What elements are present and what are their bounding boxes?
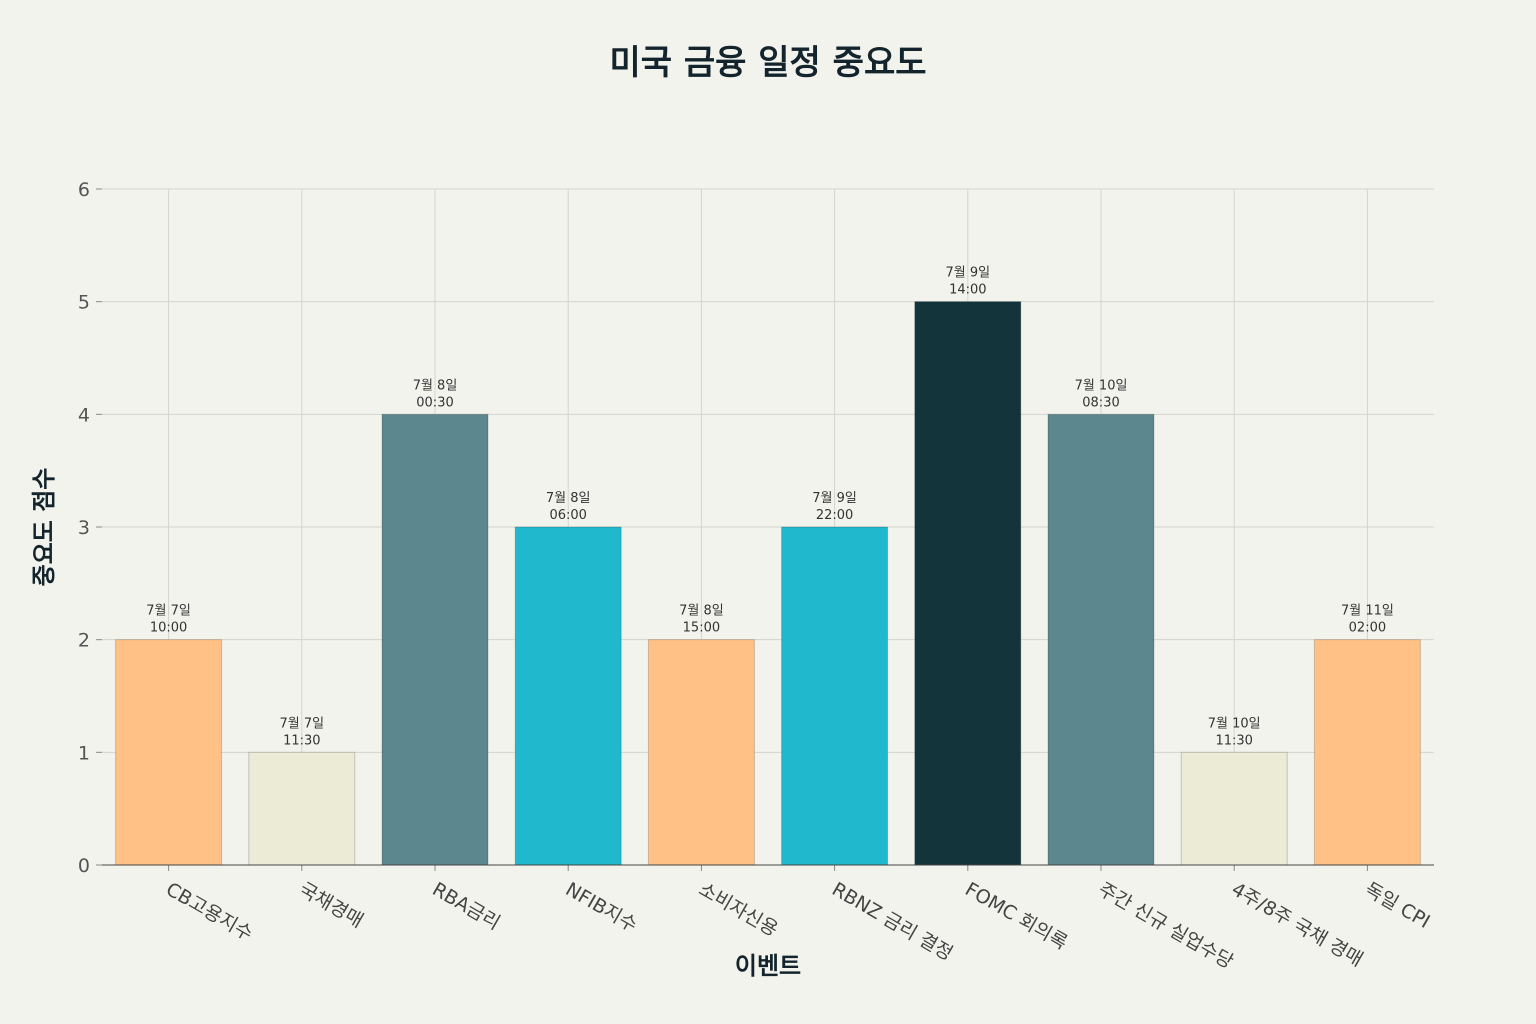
data-label-date: 7월 8일 bbox=[546, 491, 591, 506]
x-tick-label: 주간 신규 실업수당 bbox=[1095, 878, 1238, 973]
x-tick-label: 4주/8주 국채 경매 bbox=[1228, 878, 1367, 971]
bar bbox=[1313, 639, 1421, 866]
data-label-date: 7월 8일 bbox=[413, 378, 458, 393]
data-label-date: 7월 7일 bbox=[146, 604, 191, 619]
data-label-date: 7월 11일 bbox=[1341, 604, 1394, 619]
y-axis-ticks: 0 1 2 3 4 5 6 bbox=[78, 179, 102, 877]
bar bbox=[514, 526, 622, 866]
data-label-time: 11:30 bbox=[283, 733, 320, 748]
y-tick-label: 3 bbox=[78, 517, 90, 539]
data-label-date: 7월 10일 bbox=[1208, 716, 1261, 731]
y-axis-label: 중요도 점수 bbox=[30, 468, 58, 587]
data-labels: 7월 7일 10:00 7월 7일 11:30 7월 8일 00:30 7월 8일 06:00… bbox=[146, 266, 1394, 749]
y-tick-label: 0 bbox=[78, 855, 90, 877]
y-tick-label: 1 bbox=[78, 742, 90, 764]
x-tick-label: CB고용지수 bbox=[162, 878, 256, 945]
data-label-time: 22:00 bbox=[816, 508, 853, 523]
data-label-date: 7월 8일 bbox=[679, 604, 724, 619]
x-axis-label: 이벤트 bbox=[735, 952, 801, 980]
bars bbox=[115, 301, 1421, 866]
chart-title: 미국 금융 일정 중요도 bbox=[609, 43, 926, 83]
x-tick-label: RBA금리 bbox=[429, 878, 504, 934]
x-tick-label: FOMC 회의록 bbox=[961, 878, 1071, 954]
y-tick-label: 2 bbox=[78, 630, 90, 652]
bar bbox=[381, 413, 489, 866]
bar bbox=[248, 751, 356, 866]
bar bbox=[781, 526, 889, 866]
bar bbox=[115, 639, 223, 866]
data-label-time: 14:00 bbox=[949, 283, 986, 298]
y-tick-label: 5 bbox=[78, 292, 90, 314]
data-label-time: 08:30 bbox=[1082, 395, 1119, 410]
bar bbox=[914, 301, 1022, 866]
y-tick-label: 6 bbox=[78, 179, 90, 201]
data-label-time: 10:00 bbox=[150, 621, 187, 636]
data-label-time: 02:00 bbox=[1349, 621, 1386, 636]
x-tick-label: NFIB지수 bbox=[562, 878, 641, 936]
data-label-time: 00:30 bbox=[416, 395, 453, 410]
data-label-time: 15:00 bbox=[683, 621, 720, 636]
data-label-time: 06:00 bbox=[549, 508, 586, 523]
x-tick-label: RBNZ 금리 결정 bbox=[828, 878, 956, 965]
bar bbox=[1180, 751, 1288, 866]
x-tick-label: 국채경매 bbox=[295, 878, 367, 932]
bar bbox=[1047, 413, 1155, 866]
bar bbox=[647, 639, 755, 866]
y-tick-label: 4 bbox=[78, 404, 90, 426]
data-label-date: 7월 9일 bbox=[812, 491, 857, 506]
data-label-time: 11:30 bbox=[1215, 733, 1252, 748]
data-label-date: 7월 7일 bbox=[279, 716, 324, 731]
x-tick-label: 소비자신용 bbox=[695, 878, 782, 941]
data-label-date: 7월 10일 bbox=[1075, 378, 1128, 393]
x-tick-label: 독일 CPI bbox=[1361, 878, 1434, 933]
data-label-date: 7월 9일 bbox=[945, 266, 990, 281]
